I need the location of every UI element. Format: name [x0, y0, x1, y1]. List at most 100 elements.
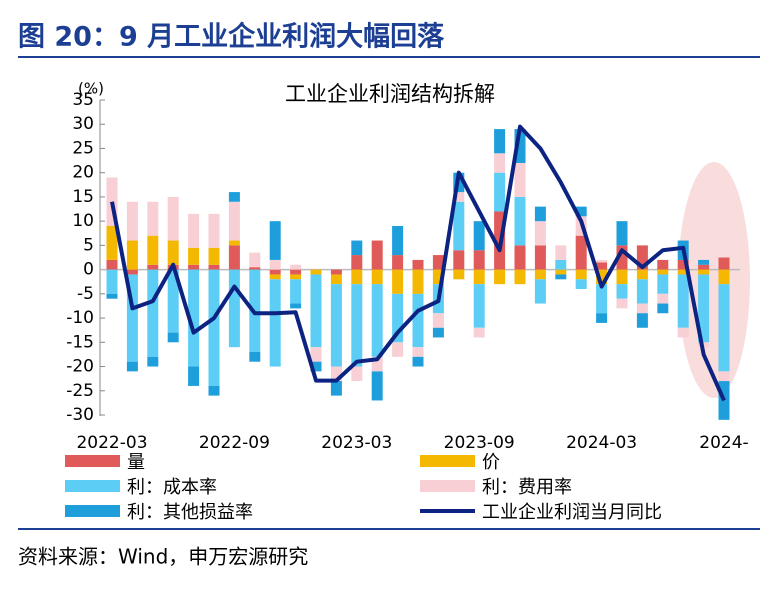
bar-segment	[188, 247, 200, 265]
bar-segment	[575, 279, 587, 289]
legend-label: 量	[127, 452, 145, 473]
bar-segment	[677, 269, 689, 275]
bar-segment	[310, 269, 322, 275]
bar-segment	[534, 269, 546, 280]
bar-segment	[616, 221, 628, 246]
bar-segment	[575, 206, 587, 217]
bar-segment	[228, 245, 240, 270]
bar-segment	[534, 279, 546, 304]
bar-segment	[188, 366, 200, 386]
bar-segment	[677, 274, 689, 328]
bar-segment	[249, 352, 261, 362]
bar-segment	[432, 327, 444, 338]
bar-segment	[290, 279, 302, 304]
bar-segment	[208, 264, 220, 270]
legend-label: 利：费用率	[482, 477, 572, 498]
bar-segment	[269, 274, 281, 280]
chart-title: 工业企业利润结构拆解	[285, 82, 495, 106]
bar-segment	[432, 269, 444, 285]
bar-segment	[351, 240, 363, 256]
bar-segment	[514, 245, 526, 270]
bar-segment	[126, 240, 138, 270]
bar-segment	[106, 269, 118, 294]
bar-segment	[371, 240, 383, 270]
bar-segment	[167, 269, 179, 333]
x-tick-label: 2024-	[699, 433, 748, 453]
y-tick-label: -15	[66, 332, 94, 352]
bar-segment	[616, 284, 628, 299]
bar-segment	[494, 129, 506, 154]
bar-segment	[269, 221, 281, 260]
x-tick-label: 2024-03	[566, 433, 637, 453]
bar-segment	[167, 240, 179, 265]
legend-label: 价	[482, 452, 500, 473]
bar-segment	[269, 279, 281, 367]
bar-segment	[473, 284, 485, 328]
bar-segment	[330, 269, 342, 275]
bar-segment	[310, 361, 322, 372]
bar-segment	[453, 250, 465, 270]
bar-segment	[636, 313, 648, 328]
bar-segment	[534, 245, 546, 270]
bar-segment	[616, 298, 628, 309]
bar-segment	[371, 269, 383, 285]
bar-segment	[228, 240, 240, 246]
bar-segment	[208, 269, 220, 386]
x-tick-label: 2023-03	[321, 433, 392, 453]
bar-segment	[494, 172, 506, 212]
legend-swatch	[65, 480, 120, 492]
bar-segment	[412, 259, 424, 270]
bar-segment	[555, 245, 567, 260]
bar-segment	[167, 332, 179, 343]
y-tick-label: 30	[72, 114, 94, 134]
bar-segment	[392, 226, 404, 256]
bar-segment	[269, 269, 281, 275]
bar-segment	[596, 313, 608, 323]
bar-segment	[432, 313, 444, 328]
bar-segment	[147, 356, 159, 367]
bar-segment	[392, 293, 404, 343]
bar-segment	[596, 262, 608, 270]
y-tick-label: 0	[83, 260, 94, 280]
y-tick-label: -10	[66, 308, 94, 328]
bar-segment	[636, 279, 648, 304]
y-tick-label: -25	[66, 381, 94, 401]
bar-segment	[473, 250, 485, 270]
bar-segment	[657, 259, 669, 270]
bar-segment	[290, 303, 302, 309]
bar-segment	[208, 213, 220, 248]
bar-segment	[698, 274, 710, 343]
bar-segment	[596, 284, 608, 314]
bar-segment	[575, 269, 587, 280]
y-unit: (%)	[78, 80, 104, 98]
bar-segment	[514, 269, 526, 285]
bar-segment	[351, 269, 363, 285]
bar-segment	[290, 274, 302, 280]
bar-segment	[371, 371, 383, 401]
bar-segment	[636, 303, 648, 314]
bar-segment	[677, 327, 689, 338]
legend-swatch	[65, 455, 120, 467]
bar-segment	[636, 269, 648, 280]
bar-segment	[616, 245, 628, 270]
x-tick-label: 2022-09	[199, 433, 270, 453]
bar-segment	[188, 213, 200, 248]
bar-segment	[575, 235, 587, 270]
bar-segment	[351, 366, 363, 382]
bar-segment	[514, 129, 526, 163]
x-tick-label: 2022-03	[76, 433, 147, 453]
bar-segment	[147, 201, 159, 236]
bar-segment	[208, 247, 220, 265]
bar-segment	[371, 356, 383, 372]
bar-segment	[555, 259, 567, 270]
y-tick-label: -30	[66, 405, 94, 425]
legend-label: 工业企业利润当月同比	[482, 502, 662, 523]
page-title: 图 20：9 月工业企业利润大幅回落	[18, 21, 445, 53]
bar-segment	[147, 269, 159, 357]
bar-segment	[126, 274, 138, 362]
bar-segment	[698, 259, 710, 265]
bar-segment	[188, 269, 200, 367]
bar-segment	[596, 269, 608, 285]
bar-segment	[453, 192, 465, 202]
